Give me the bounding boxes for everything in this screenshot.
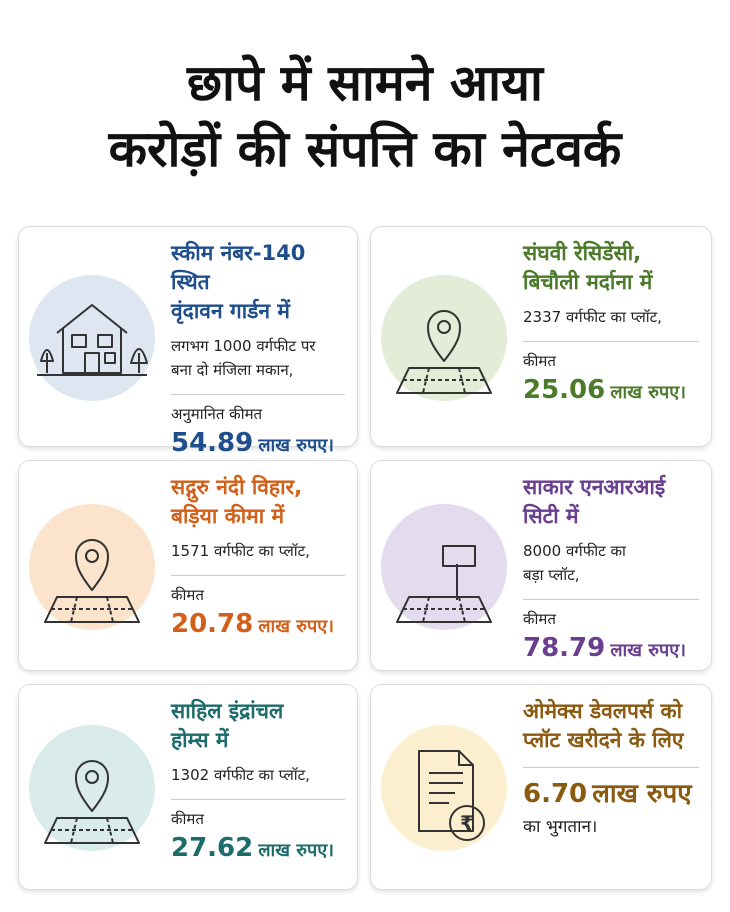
heading-line: बिचौली मर्दाना में <box>523 270 653 294</box>
divider <box>171 394 345 395</box>
title-line: करोड़ों की संपत्ति का नेटवर्क <box>108 120 622 178</box>
info-card: संघवी रेसिडेंसी, बिचौली मर्दाना में 2337 व… <box>370 226 712 447</box>
price-label: कीमत <box>171 586 204 604</box>
card-description: 8000 वर्गफीट का बड़ा प्लॉट, <box>523 539 699 587</box>
price-amount: 27.62 <box>171 833 254 863</box>
heading-line: प्लॉट खरीदने के लिए <box>523 728 684 752</box>
card-description: 1571 वर्गफीट का प्लॉट, <box>171 539 345 563</box>
divider <box>523 767 699 768</box>
price: 20.78 लाख रुपए। <box>171 606 345 645</box>
price-amount: 25.06 <box>523 375 606 405</box>
description-line: बना दो मंजिला मकान, <box>171 361 294 379</box>
divider <box>171 799 345 800</box>
card-text: ओमेक्स डेवलपर्स को प्लॉट खरीदने के लिए 6.7… <box>523 697 699 839</box>
price-amount: 6.70 <box>523 779 588 809</box>
info-card: साकार एनआरआई सिटी में 8000 वर्गफीट का बड़ा … <box>370 460 712 671</box>
divider <box>171 575 345 576</box>
title: छापे में सामने आया करोड़ों की संपत्ति का… <box>0 50 730 182</box>
card-heading: साहिल इंद्रांचल होम्स में <box>171 697 345 755</box>
heading-line: संघवी रेसिडेंसी, <box>523 241 642 265</box>
heading-line: ओमेक्स डेवलपर्स को <box>523 699 683 723</box>
price-unit: लाख रुपए। <box>610 640 686 661</box>
heading-line: सद्गुरु नंदी विहार, <box>171 475 303 499</box>
info-card: स्कीम नंबर-140 स्थित वृंदावन गार्डन में लग… <box>18 226 358 458</box>
card-text: साकार एनआरआई सिटी में 8000 वर्गफीट का बड़ा … <box>523 473 699 669</box>
card-icon <box>29 503 155 630</box>
card-heading: संघवी रेसिडेंसी, बिचौली मर्दाना में <box>523 239 699 297</box>
card-icon <box>29 274 155 401</box>
price: 6.70 लाख रुपए <box>523 776 699 815</box>
price-label: कीमत <box>523 610 556 628</box>
card-description: 2337 वर्गफीट का प्लॉट, <box>523 305 699 329</box>
card-icon: ₹ <box>381 725 507 851</box>
price-unit: लाख रुपए <box>592 779 692 809</box>
card-description: लगभग 1000 वर्गफीट पर बना दो मंजिला मकान, <box>171 334 345 382</box>
price: 27.62 लाख रुपए। <box>171 830 345 869</box>
price-note: का भुगतान। <box>523 817 598 837</box>
title-line: छापे में सामने आया <box>187 54 543 112</box>
card-text: स्कीम नंबर-140 स्थित वृंदावन गार्डन में लग… <box>171 239 345 464</box>
icon-symbol: ₹ <box>460 811 474 835</box>
card-icon <box>381 274 507 401</box>
card-heading: ओमेक्स डेवलपर्स को प्लॉट खरीदने के लिए <box>523 697 699 755</box>
heading-line: सिटी में <box>523 504 579 528</box>
card-heading: सद्गुरु नंदी विहार, बड़िया कीमा में <box>171 473 345 531</box>
price-label: कीमत <box>171 810 204 828</box>
heading-line: स्कीम नंबर-140 स्थित <box>171 241 306 294</box>
price-unit: लाख रुपए। <box>610 382 686 403</box>
card-icon <box>29 725 155 851</box>
price-amount: 20.78 <box>171 609 254 639</box>
price: 54.89 लाख रुपए। <box>171 425 345 464</box>
price-amount: 78.79 <box>523 633 606 663</box>
description-line: 1571 वर्गफीट का प्लॉट, <box>171 542 310 560</box>
price-label: कीमत <box>523 352 556 370</box>
heading-line: होम्स में <box>171 728 229 752</box>
card-icon <box>381 503 507 630</box>
price-amount: 54.89 <box>171 428 254 458</box>
price: 78.79 लाख रुपए। <box>523 630 699 669</box>
card-heading: स्कीम नंबर-140 स्थित वृंदावन गार्डन में <box>171 239 345 326</box>
description-line: 2337 वर्गफीट का प्लॉट, <box>523 308 662 326</box>
info-card: सद्गुरु नंदी विहार, बड़िया कीमा में 1571 व… <box>18 460 358 671</box>
heading-line: बड़िया कीमा में <box>171 504 285 528</box>
description-line: लगभग 1000 वर्गफीट पर <box>171 337 316 355</box>
heading-line: साहिल इंद्रांचल <box>171 699 284 723</box>
heading-line: साकार एनआरआई <box>523 475 666 499</box>
description-line: बड़ा प्लॉट, <box>523 566 580 584</box>
price-unit: लाख रुपए। <box>258 435 334 456</box>
info-card: ₹ ओमेक्स डेवलपर्स को प्लॉट खरीदने के लिए 6.… <box>370 684 712 890</box>
divider <box>523 341 699 342</box>
card-text: साहिल इंद्रांचल होम्स में 1302 वर्गफीट का … <box>171 697 345 869</box>
price: 25.06 लाख रुपए। <box>523 372 699 411</box>
heading-line: वृंदावन गार्डन में <box>171 299 290 323</box>
description-line: 8000 वर्गफीट का <box>523 542 626 560</box>
divider <box>523 599 699 600</box>
card-description: 1302 वर्गफीट का प्लॉट, <box>171 763 345 787</box>
card-text: संघवी रेसिडेंसी, बिचौली मर्दाना में 2337 व… <box>523 239 699 411</box>
price-label: अनुमानित कीमत <box>171 405 263 423</box>
card-text: सद्गुरु नंदी विहार, बड़िया कीमा में 1571 व… <box>171 473 345 645</box>
info-card: साहिल इंद्रांचल होम्स में 1302 वर्गफीट का … <box>18 684 358 890</box>
card-heading: साकार एनआरआई सिटी में <box>523 473 699 531</box>
price-unit: लाख रुपए। <box>258 840 334 861</box>
price-unit: लाख रुपए। <box>258 616 334 637</box>
description-line: 1302 वर्गफीट का प्लॉट, <box>171 766 310 784</box>
